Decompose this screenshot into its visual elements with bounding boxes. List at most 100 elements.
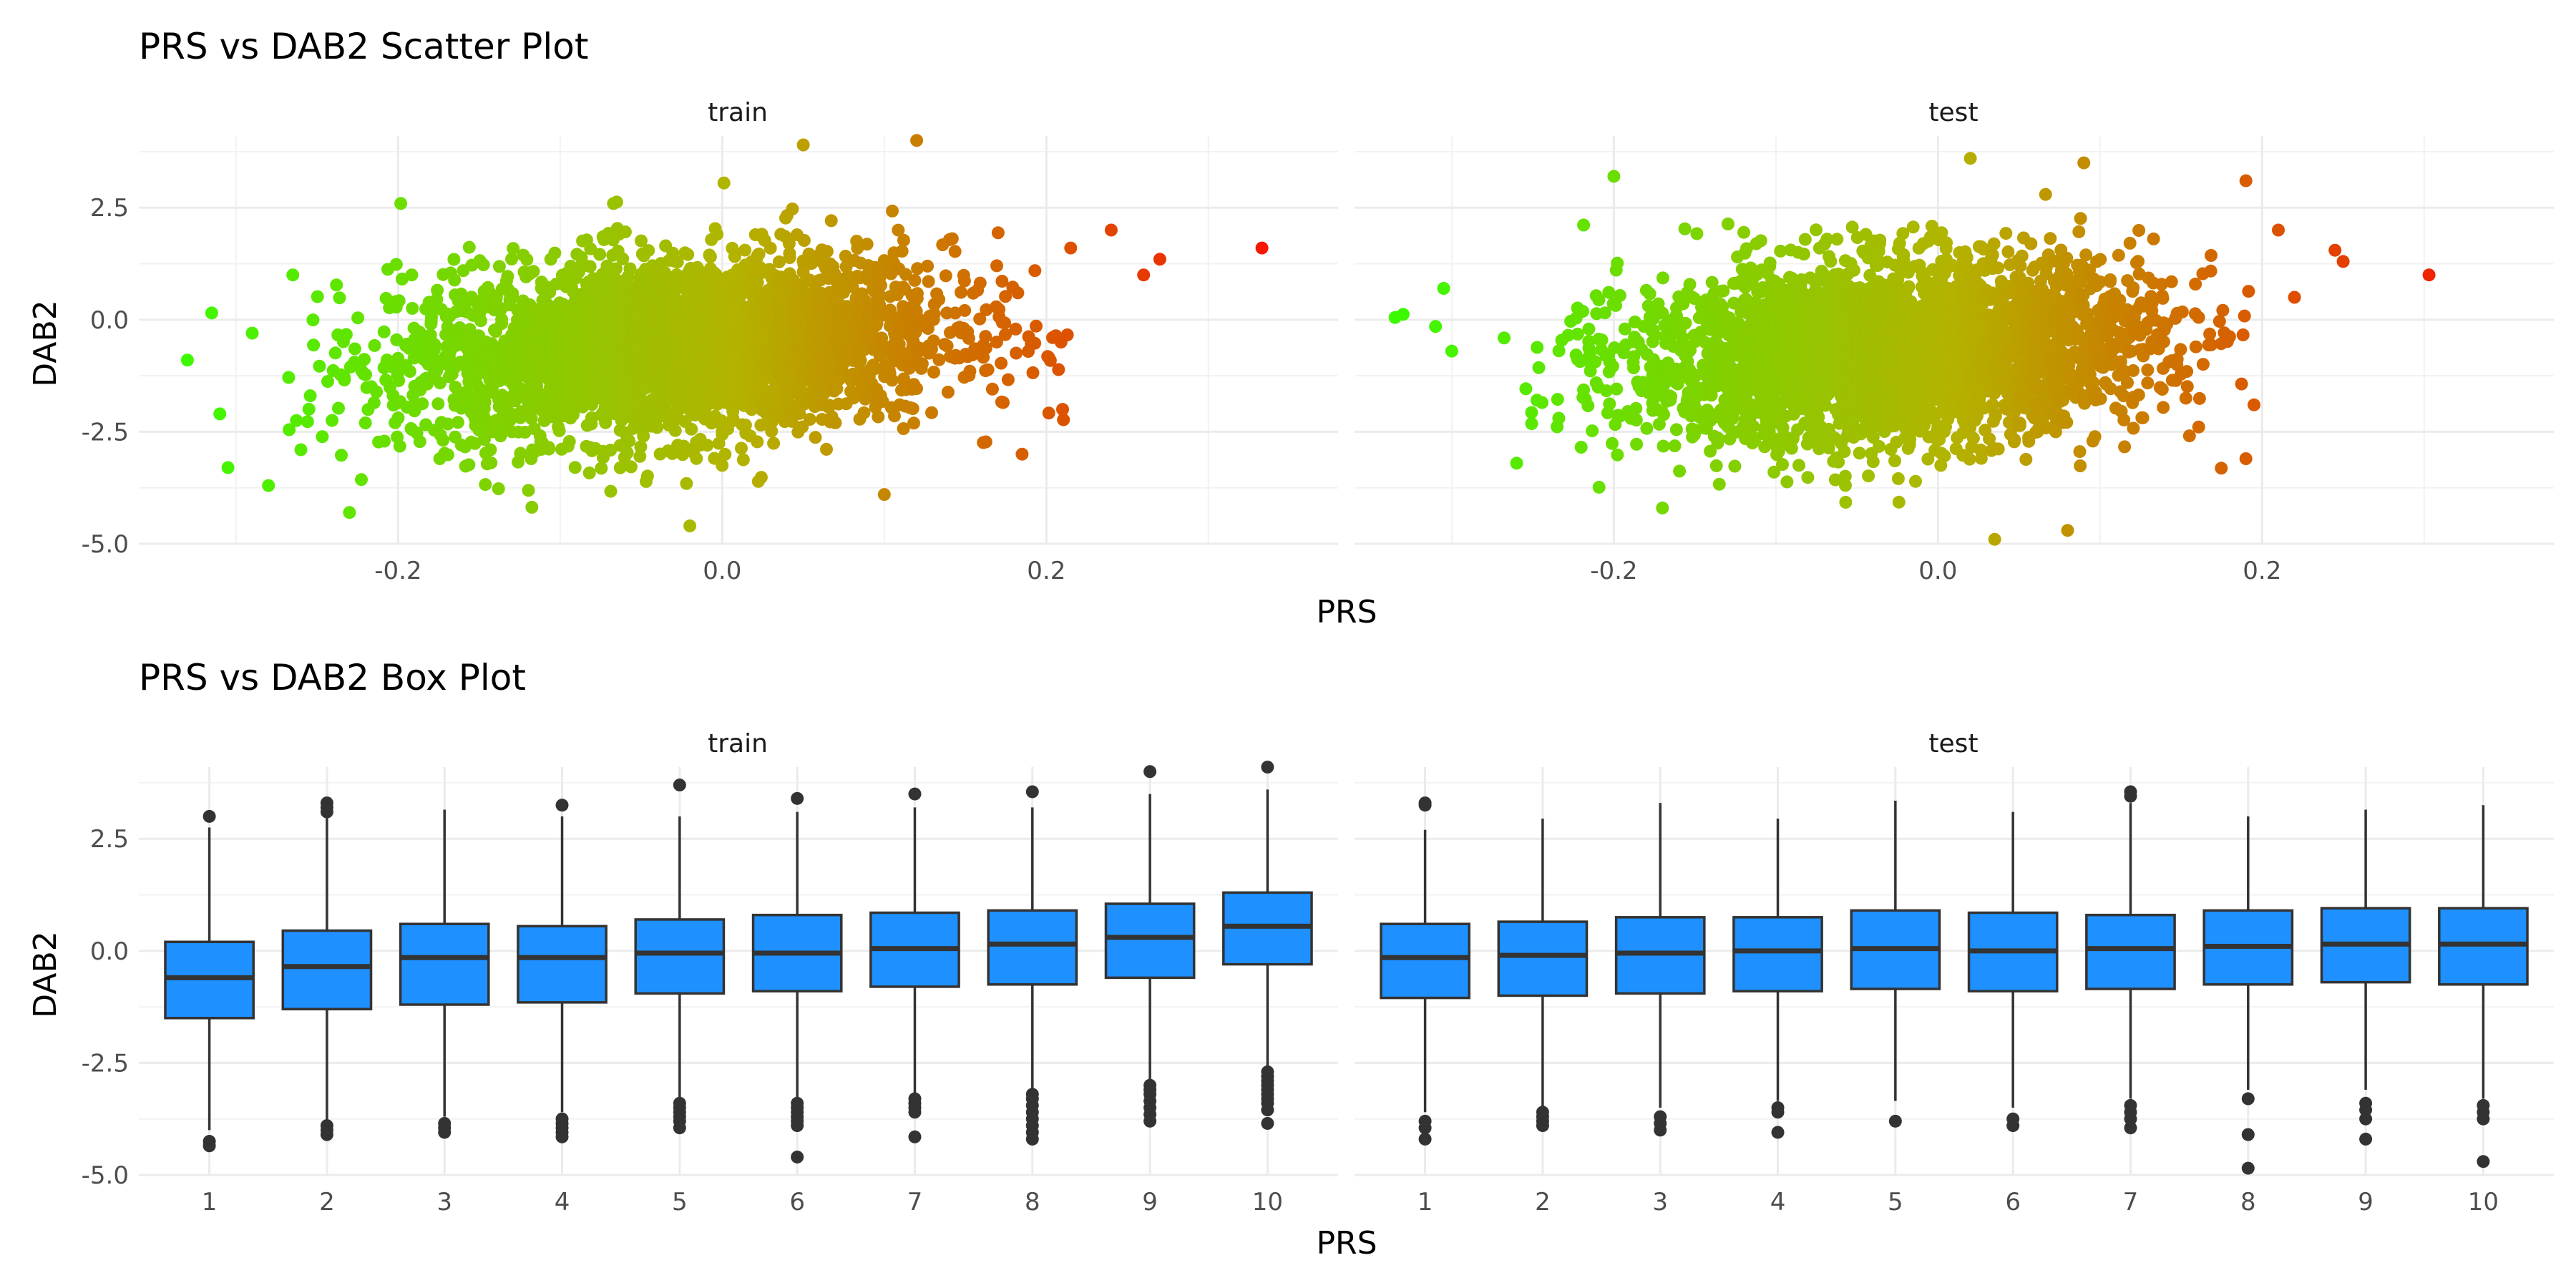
- scatter-point: [1643, 287, 1657, 301]
- scatter-point: [1709, 459, 1723, 472]
- scatter-point: [640, 469, 654, 483]
- scatter-point: [872, 410, 885, 424]
- scatter-point: [527, 265, 540, 278]
- scatter-point: [403, 365, 416, 378]
- scatter-point: [1613, 289, 1626, 302]
- scatter-point: [1683, 278, 1697, 291]
- scatter-point: [634, 440, 648, 454]
- scatter-point: [406, 301, 419, 315]
- scatter-point: [1056, 403, 1069, 416]
- scatter-point: [1042, 406, 1055, 420]
- scatter-point: [595, 462, 608, 475]
- scatter-point: [1026, 366, 1040, 379]
- scatter-point: [610, 195, 623, 209]
- scatter-point: [1780, 475, 1794, 489]
- scatter-point: [525, 411, 538, 425]
- scatter-point: [886, 204, 899, 218]
- x-tick-label: 0.0: [1918, 557, 1957, 585]
- scatter-point: [1891, 472, 1905, 485]
- scatter-point: [405, 268, 419, 282]
- scatter-point: [326, 414, 339, 427]
- scatter-point: [436, 434, 450, 447]
- scatter-point: [332, 401, 345, 415]
- scatter-point: [393, 439, 406, 453]
- scatter-point: [1010, 346, 1023, 360]
- scatter-point: [1690, 227, 1704, 240]
- scatter-point: [829, 416, 842, 429]
- scatter-point: [392, 374, 406, 387]
- scatter-point: [1571, 327, 1584, 341]
- scatter-point: [957, 274, 971, 288]
- scatter-point: [932, 293, 946, 306]
- scatter-point: [895, 245, 909, 258]
- scatter-point: [1847, 263, 1860, 277]
- scatter-point: [1830, 233, 1844, 246]
- scatter-point: [786, 203, 799, 215]
- scatter-point: [351, 311, 365, 325]
- scatter-point: [1064, 241, 1078, 255]
- scatter-point: [294, 443, 308, 457]
- scatter-point: [990, 259, 1003, 273]
- scatter-point: [998, 316, 1012, 330]
- scatter-point: [431, 397, 445, 411]
- scatter-point: [711, 228, 724, 241]
- scatter-point: [1776, 458, 1789, 472]
- scatter-point: [484, 443, 497, 457]
- scatter-point: [1052, 363, 1065, 376]
- scatter-point: [1888, 454, 1901, 467]
- scatter-point: [620, 447, 634, 459]
- scatter-point: [736, 453, 750, 467]
- scatter-point: [995, 356, 1008, 370]
- scatter-point: [301, 415, 314, 429]
- scatter-point: [1873, 439, 1885, 453]
- scatter-point: [1009, 322, 1023, 336]
- x-tick-label: -0.2: [374, 557, 421, 585]
- scatter-panel-test: -0.2 0.0 0.2: [1355, 136, 2554, 585]
- scatter-point: [1551, 393, 1564, 406]
- scatter-point: [451, 416, 464, 429]
- scatter-point: [907, 416, 920, 430]
- scatter-point: [492, 260, 506, 273]
- x-tick-label: 0.2: [2243, 557, 2281, 585]
- scatter-point: [316, 430, 329, 444]
- scatter-point: [1737, 225, 1750, 239]
- scatter-point: [803, 413, 816, 426]
- scatter-point: [1552, 411, 1566, 425]
- scatter-point: [1104, 223, 1118, 237]
- scatter-point: [1536, 396, 1548, 409]
- scatter-point: [313, 359, 326, 373]
- scatter-point: [973, 276, 987, 290]
- scatter-point: [910, 287, 924, 301]
- scatter-point: [767, 436, 781, 450]
- scatter-point: [1603, 397, 1616, 411]
- scatter-point: [474, 314, 487, 328]
- scatter-point: [431, 283, 444, 297]
- scatter-point: [328, 346, 342, 360]
- scatter-point: [683, 519, 697, 532]
- scatter-point: [262, 479, 275, 492]
- scatter-point: [1892, 495, 1906, 509]
- scatter-point: [927, 334, 940, 348]
- scatter-facet-label-test: test: [1928, 98, 1978, 127]
- scatter-point: [441, 448, 454, 462]
- scatter-point: [335, 449, 348, 462]
- scatter-point: [1640, 421, 1654, 435]
- scatter-point: [548, 246, 562, 260]
- scatter-point: [306, 313, 320, 327]
- scatter-point: [604, 444, 618, 457]
- scatter-point: [283, 423, 296, 436]
- scatter-point: [897, 233, 910, 247]
- scatter-point: [1574, 441, 1588, 454]
- scatter-point: [1630, 437, 1644, 451]
- scatter-point: [1602, 286, 1616, 299]
- scatter-point: [754, 471, 768, 484]
- scatter-point: [1028, 264, 1042, 278]
- scatter-point: [355, 473, 368, 487]
- scatter-point: [441, 417, 454, 431]
- scatter-point: [394, 197, 408, 210]
- scatter-point: [1611, 448, 1624, 462]
- scatter-point: [1629, 401, 1643, 415]
- scatter-point: [888, 409, 901, 423]
- scatter-point: [330, 278, 343, 292]
- scatter-point: [492, 482, 505, 495]
